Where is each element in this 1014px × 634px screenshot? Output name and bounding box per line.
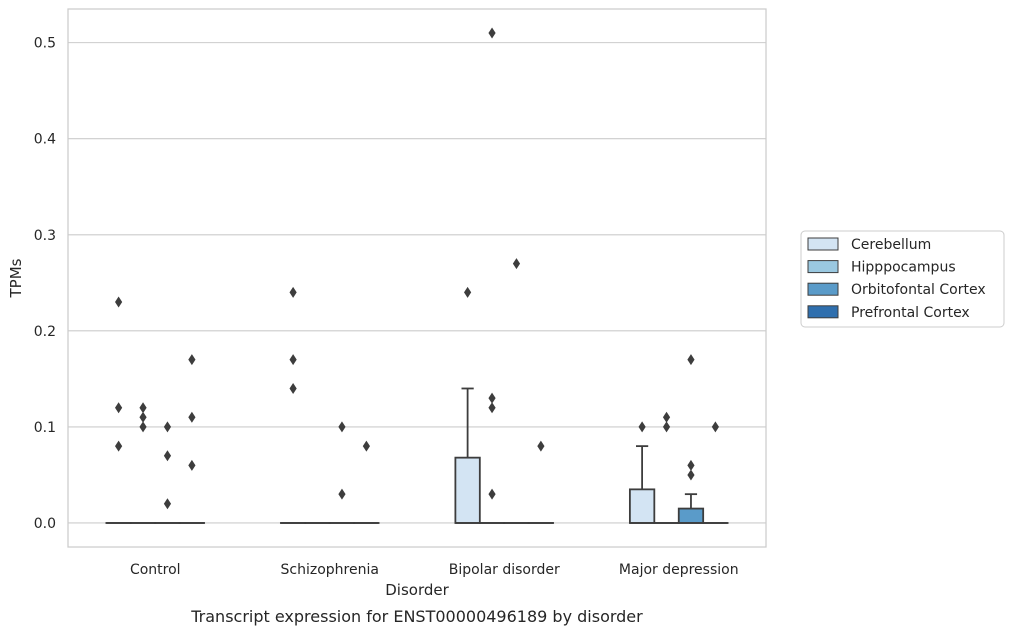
- outlier-point: [163, 450, 172, 462]
- legend-swatch: [807, 305, 839, 319]
- legend: Cerebellum Hipppocampus Orbitofontal Corte…: [800, 230, 1005, 328]
- outlier-point: [638, 421, 646, 433]
- outlier-point: [188, 354, 196, 366]
- x-axis-label: Disorder: [385, 581, 449, 599]
- outlier-point: [115, 440, 123, 452]
- outlier-point: [115, 402, 123, 414]
- legend-label: Cerebellum: [851, 237, 931, 253]
- y-tick-label: 0.3: [34, 228, 56, 244]
- outlier-point: [188, 411, 196, 423]
- box-group: [527, 440, 555, 524]
- box-group: [503, 258, 530, 524]
- outlier-point: [512, 258, 521, 270]
- outlier-point: [662, 411, 671, 423]
- legend-frame: [800, 230, 1005, 328]
- outlier-point: [163, 498, 172, 510]
- box-group: [653, 411, 680, 524]
- outlier-point: [139, 421, 147, 433]
- outlier-point: [711, 421, 719, 433]
- box-group: [129, 402, 157, 524]
- box-group: [328, 421, 356, 524]
- outlier-point: [687, 354, 695, 366]
- y-tick-label: 0.2: [34, 324, 56, 340]
- outlier-point: [488, 488, 496, 500]
- box-group: [178, 354, 206, 524]
- legend-label: Orbitofontal Cortex: [851, 282, 986, 298]
- legend-label: Hipppocampus: [851, 260, 956, 276]
- outlier-point: [687, 459, 695, 471]
- box-group: [353, 440, 380, 524]
- box-rect: [677, 507, 705, 524]
- outlier-point: [537, 440, 545, 452]
- outlier-point: [289, 382, 297, 394]
- y-axis-ticks: 0.0 0.1 0.2 0.3 0.4 0.5: [34, 36, 56, 532]
- outlier-point: [139, 411, 147, 423]
- y-axis-label: TPMs: [7, 258, 25, 298]
- y-tick-label: 0.1: [34, 420, 56, 436]
- box-group: [279, 286, 307, 524]
- legend-swatch: [807, 237, 839, 251]
- box-group: [628, 421, 656, 524]
- legend-label: Prefrontal Cortex: [851, 305, 970, 321]
- x-tick-label: Control: [130, 562, 181, 578]
- outlier-point: [188, 459, 196, 471]
- outlier-point: [687, 469, 695, 481]
- outlier-point: [139, 402, 147, 414]
- outlier-point: [338, 488, 346, 500]
- y-tick-label: 0.5: [34, 36, 56, 52]
- box-plot-marks: [105, 27, 729, 524]
- box-group: [454, 286, 481, 524]
- x-axis-ticks: Control Schizophrenia Bipolar disorder Majo…: [130, 562, 739, 578]
- y-tick-label: 0.4: [34, 132, 56, 148]
- box-group: [677, 354, 705, 524]
- x-tick-label: Bipolar disorder: [449, 562, 560, 578]
- x-tick-label: Major depression: [619, 562, 739, 578]
- box-group: [105, 296, 132, 524]
- outlier-point: [163, 421, 172, 433]
- box-rect: [628, 488, 656, 524]
- outlier-point: [289, 286, 297, 298]
- chart-caption: Transcript expression for ENST0000049618…: [190, 607, 643, 626]
- x-tick-label: Schizophrenia: [281, 562, 379, 578]
- box-group: [478, 27, 506, 524]
- grid-lines: [68, 42, 766, 524]
- outlier-point: [338, 421, 346, 433]
- outlier-point: [464, 286, 472, 298]
- outlier-point: [488, 27, 496, 39]
- box-group: [702, 421, 729, 524]
- box-group: [154, 421, 181, 524]
- outlier-point: [362, 440, 370, 452]
- box-rect: [454, 456, 481, 524]
- outlier-point: [488, 402, 496, 414]
- legend-swatch: [807, 282, 839, 296]
- plot-area-frame: [67, 8, 767, 548]
- legend-swatch: [807, 260, 839, 274]
- outlier-point: [662, 421, 671, 433]
- outlier-point: [289, 354, 297, 366]
- outlier-point: [115, 296, 123, 308]
- y-tick-label: 0.0: [34, 516, 56, 532]
- outlier-point: [488, 392, 496, 404]
